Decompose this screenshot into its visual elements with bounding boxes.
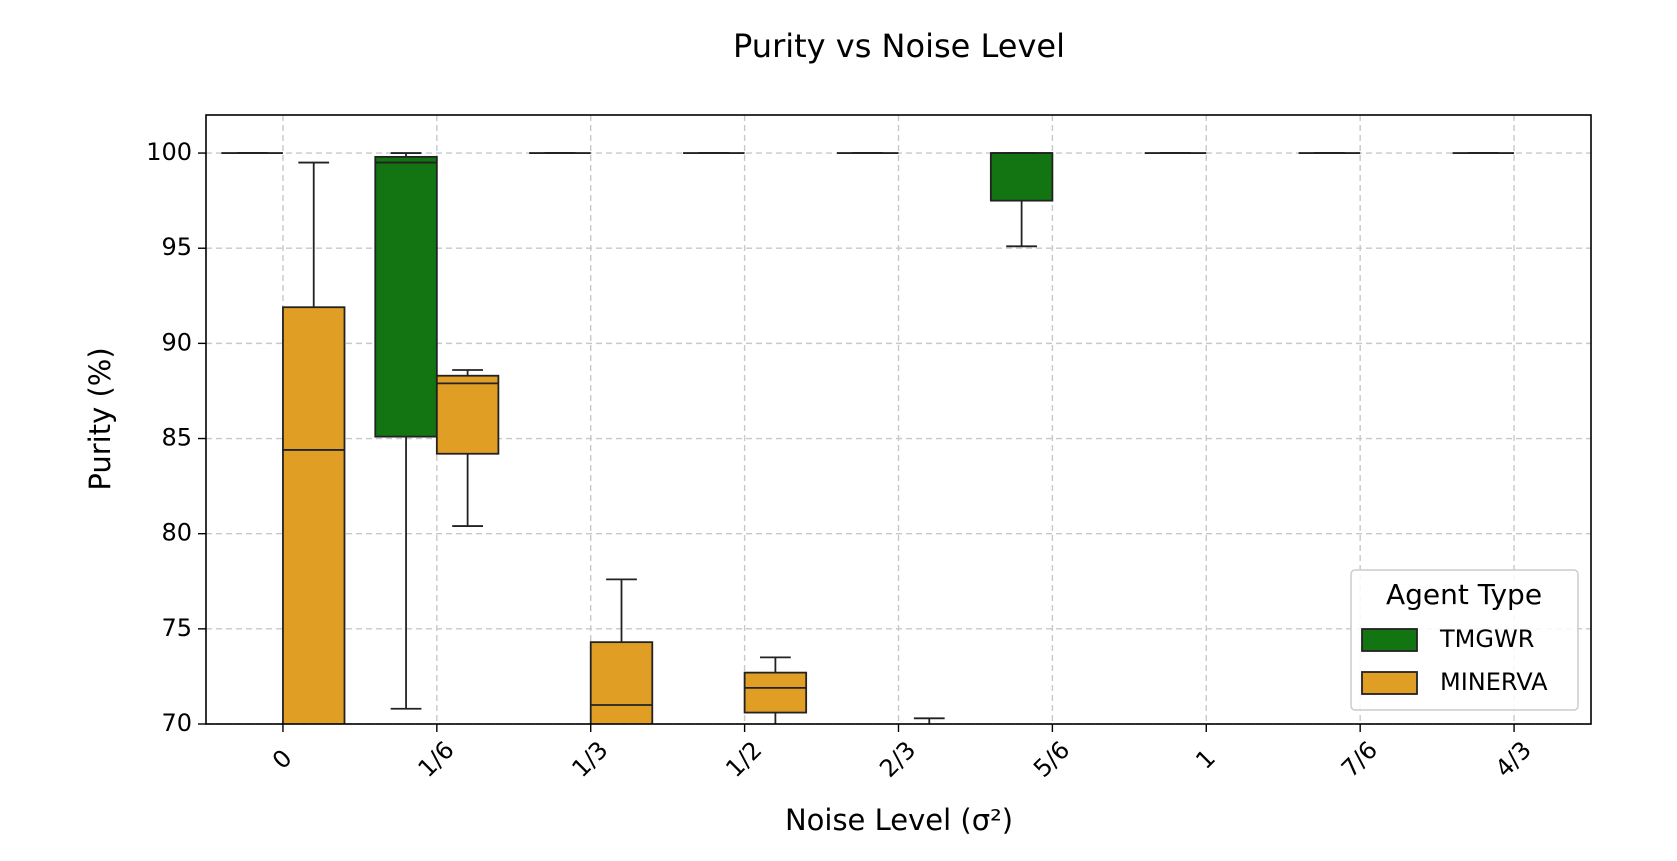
y-tick-label: 85 bbox=[161, 424, 192, 452]
x-tick-label: 2/3 bbox=[874, 736, 921, 783]
legend-swatch bbox=[1361, 671, 1418, 695]
legend-title: Agent Type bbox=[1386, 578, 1542, 611]
x-tick-label: 0 bbox=[267, 744, 298, 775]
box bbox=[743, 671, 808, 714]
box bbox=[282, 306, 346, 724]
box bbox=[374, 155, 438, 438]
chart-title: Purity vs Noise Level bbox=[733, 27, 1065, 65]
box bbox=[435, 374, 500, 455]
y-tick-label: 95 bbox=[161, 233, 192, 261]
legend-swatch bbox=[1361, 628, 1418, 652]
legend: Agent Type TMGWR MINERVA bbox=[1350, 569, 1579, 711]
x-tick-label: 1 bbox=[1190, 744, 1221, 775]
box bbox=[589, 641, 654, 724]
legend-label: MINERVA bbox=[1440, 668, 1548, 696]
y-tick-label: 90 bbox=[161, 328, 192, 356]
y-tick-label: 100 bbox=[146, 138, 192, 166]
x-axis-label: Noise Level (σ²) bbox=[785, 803, 1013, 837]
x-tick-label: 7/6 bbox=[1336, 736, 1383, 783]
x-tick-label: 1/6 bbox=[413, 736, 460, 783]
x-tick-label: 5/6 bbox=[1028, 736, 1075, 783]
x-tick-label: 1/3 bbox=[566, 736, 613, 783]
legend-label: TMGWR bbox=[1439, 625, 1534, 653]
y-tick-label: 70 bbox=[161, 709, 192, 737]
x-tick-label: 1/2 bbox=[720, 736, 767, 783]
y-tick-label: 80 bbox=[161, 519, 192, 547]
plot-area bbox=[221, 152, 1515, 724]
box bbox=[989, 152, 1054, 202]
y-tick-label: 75 bbox=[161, 614, 192, 642]
x-tick-label: 4/3 bbox=[1490, 736, 1537, 783]
y-axis-label: Purity (%) bbox=[83, 347, 117, 490]
axes: 70 75 80 85 90 95 100 0 1/6 1/3 1/2 2/3 5/6 1 7/6 4/3 bbox=[146, 138, 1537, 783]
